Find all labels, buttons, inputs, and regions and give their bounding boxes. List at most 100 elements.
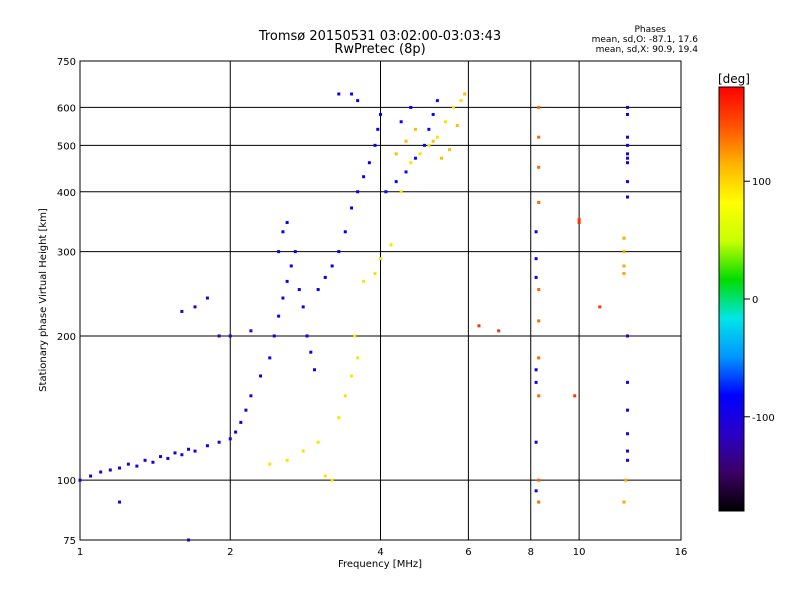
data-point	[625, 105, 629, 109]
data-point	[323, 474, 327, 478]
data-point	[187, 538, 191, 542]
data-point	[356, 99, 360, 103]
data-point	[173, 451, 177, 455]
data-point	[166, 456, 170, 460]
data-point	[622, 500, 626, 504]
data-point	[343, 230, 347, 234]
data-point	[277, 314, 281, 318]
y-axis-ticks: 75 100 200 300 400 500 600 750	[57, 57, 76, 547]
data-point	[285, 458, 289, 462]
data-point	[625, 143, 629, 147]
data-point	[301, 449, 305, 453]
data-point	[249, 394, 253, 398]
data-point	[431, 139, 435, 143]
chart-subtitle: RwPretec (8p)	[334, 42, 425, 57]
y-tick-label: 500	[57, 141, 76, 152]
data-point	[459, 99, 463, 103]
data-point	[537, 500, 541, 504]
data-point	[413, 127, 417, 131]
data-point	[337, 92, 341, 96]
data-point	[404, 139, 408, 143]
data-point	[394, 180, 398, 184]
data-point	[537, 288, 541, 292]
data-point	[118, 500, 122, 504]
data-point	[356, 356, 360, 360]
data-point	[625, 380, 629, 384]
data-point	[316, 288, 320, 292]
data-point	[409, 161, 413, 165]
data-point	[350, 92, 354, 96]
data-point	[625, 180, 629, 184]
data-point	[598, 305, 602, 309]
x-tick-label: 4	[377, 547, 383, 558]
data-point	[323, 275, 327, 279]
y-tick-label: 75	[63, 536, 76, 547]
data-point	[373, 143, 377, 147]
data-point	[297, 288, 301, 292]
data-point	[309, 350, 313, 354]
data-point	[118, 466, 122, 470]
data-point	[126, 462, 130, 466]
data-point	[625, 334, 629, 338]
data-point	[534, 230, 538, 234]
colorbar-tick-label: 100	[752, 177, 771, 188]
data-point	[193, 305, 197, 309]
data-point	[444, 120, 448, 124]
data-point	[337, 416, 341, 420]
data-point	[353, 334, 357, 338]
colorbar-tick-label: -100	[752, 413, 775, 424]
data-point	[268, 462, 272, 466]
data-point	[625, 156, 629, 160]
data-point	[427, 127, 431, 131]
data-point	[440, 156, 444, 160]
data-point	[281, 296, 285, 300]
data-point	[362, 175, 366, 179]
data-point	[534, 275, 538, 279]
x-tick-label: 2	[227, 547, 233, 558]
data-point	[205, 444, 209, 448]
data-point	[537, 200, 541, 204]
data-point	[244, 408, 248, 412]
data-point	[234, 430, 238, 434]
data-point	[350, 374, 354, 378]
colorbar-ticks: 100 0 -100	[744, 177, 775, 424]
data-point	[350, 206, 354, 210]
data-point	[409, 105, 413, 109]
data-point	[625, 408, 629, 412]
data-point	[289, 264, 293, 268]
data-point	[534, 368, 538, 372]
data-point	[362, 279, 366, 283]
data-point	[205, 296, 209, 300]
data-point	[435, 135, 439, 139]
data-point	[337, 250, 341, 254]
stats-o-line: mean, sd,O: -87.1, 17.6	[592, 35, 699, 45]
data-point	[537, 356, 541, 360]
data-point	[625, 449, 629, 453]
data-point	[404, 170, 408, 174]
data-point	[330, 478, 334, 482]
data-point	[427, 143, 431, 147]
data-point	[376, 127, 380, 131]
x-tick-label: 16	[675, 547, 688, 558]
data-point	[394, 152, 398, 156]
x-tick-label: 8	[528, 547, 534, 558]
data-point	[305, 334, 309, 338]
data-point	[622, 250, 626, 254]
data-point	[228, 437, 232, 441]
data-point	[78, 478, 82, 482]
data-point	[285, 279, 289, 283]
data-point	[625, 432, 629, 436]
data-point	[537, 165, 541, 169]
data-point	[193, 449, 197, 453]
data-point	[99, 470, 103, 474]
data-point	[537, 478, 541, 482]
stats-heading: Phases	[634, 25, 666, 35]
data-point	[625, 135, 629, 139]
data-points	[78, 92, 629, 542]
data-point	[379, 257, 382, 261]
data-point	[448, 148, 452, 152]
data-point	[625, 458, 629, 462]
data-point	[268, 356, 272, 360]
data-point	[537, 319, 541, 323]
data-point	[624, 478, 628, 482]
